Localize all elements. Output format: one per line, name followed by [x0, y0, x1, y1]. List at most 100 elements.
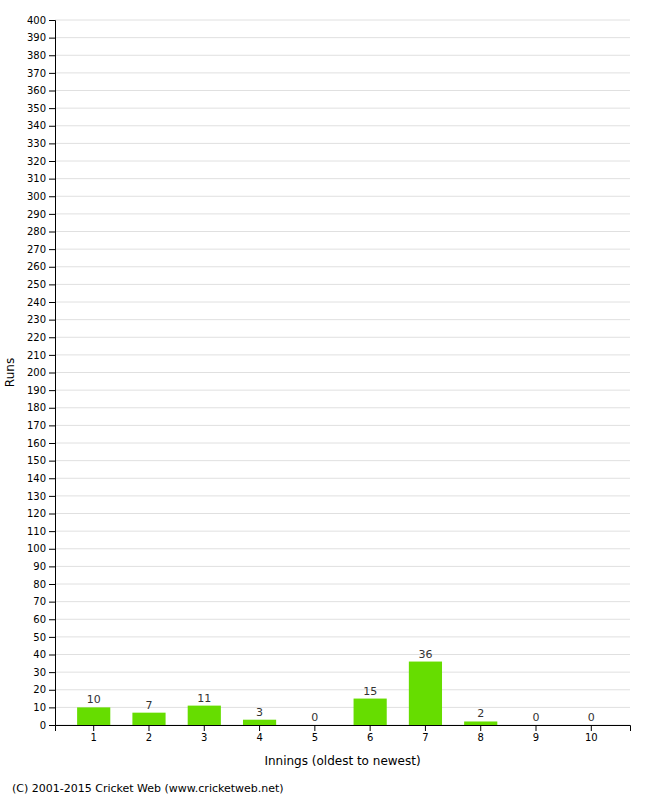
tick-label: 170 — [27, 420, 46, 431]
tick: 50 — [33, 632, 55, 643]
bar — [188, 706, 221, 725]
data-label: 36 — [418, 648, 432, 661]
tick: 110 — [27, 526, 55, 537]
tick-mark — [49, 655, 55, 656]
tick-mark — [49, 179, 55, 180]
tick: 180 — [27, 402, 55, 413]
tick-label: 240 — [27, 297, 46, 308]
tick: 9 — [533, 725, 539, 743]
tick-mark — [49, 549, 55, 550]
tick-label: 40 — [33, 649, 46, 660]
tick-label: 150 — [27, 455, 46, 466]
tick-label: 370 — [27, 68, 46, 79]
tick-mark — [425, 725, 426, 731]
bar — [575, 725, 608, 726]
grid-line — [55, 531, 630, 532]
tick: 6 — [367, 725, 373, 743]
grid-line — [55, 161, 630, 162]
tick: 5 — [312, 725, 318, 743]
data-label: 0 — [588, 711, 595, 724]
bar — [298, 725, 331, 726]
grid-line — [55, 636, 630, 637]
tick-mark — [49, 91, 55, 92]
tick-label: 6 — [367, 732, 373, 743]
tick-label: 100 — [27, 543, 46, 554]
data-label: 7 — [145, 699, 152, 712]
grid-line — [55, 319, 630, 320]
tick-mark — [49, 461, 55, 462]
tick-mark — [49, 355, 55, 356]
tick-label: 270 — [27, 244, 46, 255]
tick-label: 20 — [33, 684, 46, 695]
data-label: 3 — [256, 706, 263, 719]
grid-line — [55, 460, 630, 461]
tick: 80 — [33, 579, 55, 590]
tick-mark — [480, 725, 481, 731]
axis-line — [49, 21, 56, 726]
grid-line — [55, 654, 630, 655]
axis-line — [56, 726, 631, 732]
tick-label: 110 — [27, 526, 46, 537]
tick: 120 — [27, 508, 55, 519]
tick: 60 — [33, 614, 55, 625]
tick-mark — [536, 725, 537, 731]
tick: 360 — [27, 85, 55, 96]
tick-label: 390 — [27, 32, 46, 43]
tick-mark — [49, 690, 55, 691]
tick-mark — [49, 373, 55, 374]
tick: 170 — [27, 420, 55, 431]
tick: 370 — [27, 68, 55, 79]
tick-label: 90 — [33, 561, 46, 572]
tick-mark — [259, 725, 260, 731]
tick-label: 70 — [33, 596, 46, 607]
tick-label: 200 — [27, 367, 46, 378]
tick: 1 — [91, 725, 97, 743]
tick-label: 230 — [27, 314, 46, 325]
tick-label: 10 — [585, 732, 598, 743]
tick-label: 50 — [33, 632, 46, 643]
tick-label: 300 — [27, 191, 46, 202]
tick-label: 320 — [27, 156, 46, 167]
tick-mark — [49, 214, 55, 215]
tick-mark — [49, 337, 55, 338]
tick-mark — [49, 672, 55, 673]
tick: 380 — [27, 50, 55, 61]
grid-line — [55, 337, 630, 338]
tick-label: 260 — [27, 261, 46, 272]
bars — [77, 662, 497, 725]
grid-line — [55, 548, 630, 549]
tick-mark — [49, 478, 55, 479]
tick-mark — [49, 302, 55, 303]
grid-line — [55, 407, 630, 408]
grid-line — [55, 213, 630, 214]
tick-label: 400 — [27, 15, 46, 26]
tick: 300 — [27, 191, 55, 202]
tick: 0 — [40, 720, 55, 731]
y-axis: 0102030405060708090100110120130140150160… — [27, 15, 56, 731]
tick-label: 250 — [27, 279, 46, 290]
tick: 200 — [27, 367, 55, 378]
tick-label: 8 — [478, 732, 484, 743]
tick-mark — [49, 232, 55, 233]
grid-line — [55, 20, 630, 21]
tick: 400 — [27, 15, 55, 26]
tick-mark — [49, 55, 55, 56]
tick: 10 — [33, 702, 55, 713]
tick-mark — [148, 725, 149, 731]
bar — [243, 720, 276, 725]
tick-mark — [314, 725, 315, 731]
tick-mark — [49, 637, 55, 638]
bar — [132, 713, 165, 725]
tick-label: 4 — [256, 732, 262, 743]
tick-mark — [49, 267, 55, 268]
tick-mark — [591, 725, 592, 731]
tick: 40 — [33, 649, 55, 660]
tick-mark — [49, 707, 55, 708]
tick-mark — [49, 143, 55, 144]
grid — [55, 20, 630, 725]
bar — [464, 721, 497, 725]
grid-line — [55, 443, 630, 444]
tick: 290 — [27, 209, 55, 220]
tick: 10 — [585, 725, 598, 743]
grid-line — [55, 584, 630, 585]
